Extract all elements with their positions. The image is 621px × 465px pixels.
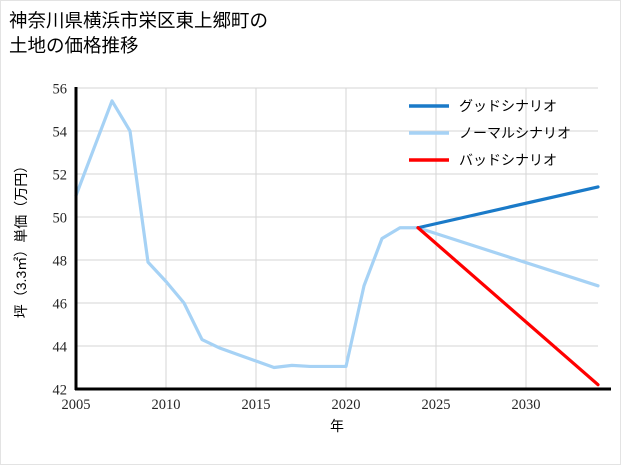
series-line [74, 99, 600, 370]
legend-label: ノーマルシナリオ [459, 125, 571, 141]
y-axis-tick-labels: 42 44 46 48 50 52 54 56 [53, 82, 68, 399]
legend-label: バッドシナリオ [459, 152, 557, 168]
axis-lines [74, 87, 611, 391]
x-axis-tick-label: 2030 [512, 397, 541, 413]
y-axis-tick-label: 44 [53, 340, 68, 356]
y-axis-tick-label: 42 [53, 383, 68, 399]
x-axis-tick-label: 2005 [62, 397, 91, 413]
y-axis-tick-label: 56 [53, 82, 68, 98]
y-axis-tick-label: 52 [53, 168, 68, 184]
y-axis-tick-label: 46 [53, 297, 68, 313]
x-axis-tick-label: 2015 [242, 397, 271, 413]
series-line [416, 185, 600, 230]
series-lines [74, 99, 600, 387]
y-axis-tick-label: 50 [53, 211, 68, 227]
x-axis-tick-label: 2025 [422, 397, 451, 413]
chart-title: 神奈川県横浜市栄区東上郷町の 土地の価格推移 [9, 10, 269, 56]
x-axis-tick-label: 2010 [152, 397, 181, 413]
series-line [416, 226, 600, 387]
x-axis-tick-label: 2020 [332, 397, 361, 413]
x-axis-tick-labels: 2005 2010 2015 2020 2025 2030 [62, 397, 541, 413]
gridlines [75, 87, 598, 390]
legend-label: グッドシナリオ [459, 98, 557, 114]
y-axis-title: 坪（3.3㎡）単価（万円） [13, 159, 29, 318]
y-axis-tick-label: 54 [53, 125, 68, 141]
y-axis-tick-label: 48 [53, 254, 68, 270]
x-axis-title: 年 [330, 418, 344, 434]
